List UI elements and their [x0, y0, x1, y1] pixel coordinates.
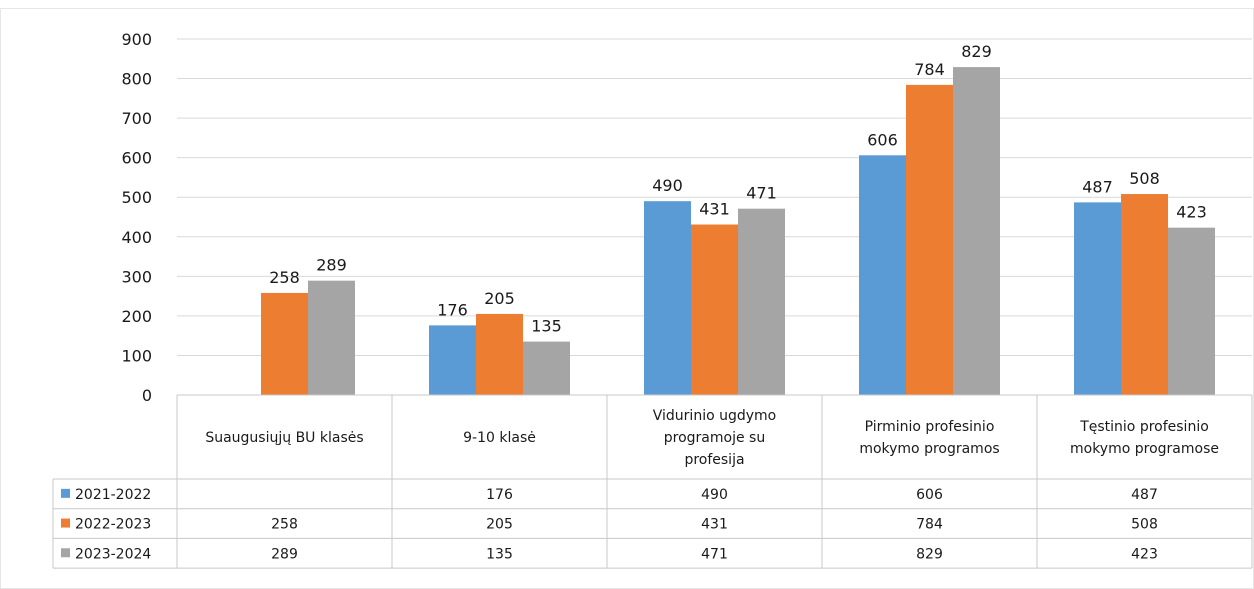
table-cell-2022-2023-4: 508 — [1131, 517, 1158, 533]
bar-2021-2022-1 — [429, 325, 476, 395]
bar-2023-2024-2 — [738, 208, 785, 395]
table-cell-2023-2024-1: 135 — [486, 546, 513, 562]
chart-border — [0, 8, 1254, 589]
bar-2023-2024-4 — [1168, 227, 1215, 395]
table-cell-2022-2023-1: 205 — [486, 517, 513, 533]
data-label-2023-2024-4: 423 — [1176, 203, 1207, 222]
legend-key-2022-2023 — [61, 518, 70, 528]
data-label-2022-2023-2: 431 — [699, 200, 730, 219]
table-cell-2022-2023-2: 431 — [701, 517, 728, 533]
table-cell-2021-2022-3: 606 — [916, 487, 943, 503]
data-label-2021-2022-1: 176 — [437, 300, 468, 319]
bar-2023-2024-3 — [953, 67, 1000, 395]
data-label-2022-2023-0: 258 — [269, 268, 300, 287]
category-label-2: Vidurinio ugdymo programoje su profesija — [653, 408, 776, 468]
table-cell-2021-2022-2: 490 — [701, 487, 728, 503]
legend-label-2021-2022: 2021-2022 — [75, 487, 151, 503]
data-label-2022-2023-3: 784 — [914, 60, 945, 79]
y-tick-0: 0 — [142, 386, 152, 405]
legend-label-2023-2024: 2023-2024 — [75, 546, 151, 562]
table-cell-2022-2023-0: 258 — [271, 517, 298, 533]
legend-label-2022-2023: 2022-2023 — [75, 517, 151, 533]
bar-2021-2022-4 — [1074, 202, 1121, 395]
table-cell-2023-2024-4: 423 — [1131, 546, 1158, 562]
y-tick-500: 500 — [121, 188, 152, 207]
bar-2022-2023-0 — [261, 292, 308, 395]
data-labels: 258 289 176 205 135 490 431 471 606 784 829 487 508 4… — [269, 42, 1207, 336]
y-tick-400: 400 — [121, 228, 152, 247]
legend-key-2023-2024 — [61, 548, 70, 558]
y-tick-800: 800 — [121, 70, 152, 89]
table-cell-2021-2022-4: 487 — [1131, 487, 1158, 503]
table-cell-2022-2023-3: 784 — [916, 517, 943, 533]
data-label-2023-2024-0: 289 — [316, 256, 347, 275]
y-tick-100: 100 — [121, 346, 152, 365]
data-label-2022-2023-1: 205 — [484, 289, 515, 308]
bar-2022-2023-4 — [1121, 194, 1168, 395]
bar-2022-2023-3 — [906, 84, 953, 395]
data-label-2023-2024-2: 471 — [746, 184, 777, 203]
data-label-2021-2022-3: 606 — [867, 130, 898, 149]
bar-2023-2024-0 — [308, 280, 355, 395]
y-tick-900: 900 — [121, 30, 152, 49]
bar-2021-2022-2 — [644, 201, 691, 395]
legend-key-2021-2022 — [61, 488, 70, 498]
data-label-2021-2022-4: 487 — [1082, 177, 1113, 196]
data-label-2021-2022-2: 490 — [652, 176, 683, 195]
category-label-0: Suaugusiųjų BU klasės — [205, 430, 363, 446]
data-label-2023-2024-1: 135 — [531, 317, 562, 336]
bar-2021-2022-3 — [859, 155, 906, 395]
table-cell-2021-2022-1: 176 — [486, 487, 513, 503]
y-axis-ticks: 0 100 200 300 400 500 600 700 800 900 — [121, 30, 152, 405]
bars — [261, 67, 1215, 395]
data-table: Suaugusiųjų BU klasės 9-10 klasė Vidurinio… — [52, 394, 1253, 569]
bar-2023-2024-1 — [523, 341, 570, 395]
bar-2022-2023-2 — [691, 224, 738, 395]
y-tick-200: 200 — [121, 307, 152, 326]
y-tick-700: 700 — [121, 109, 152, 128]
y-tick-600: 600 — [121, 149, 152, 168]
table-cell-2023-2024-3: 829 — [916, 546, 943, 562]
category-label-4: Tęstinio profesinio mokymo programose — [1070, 419, 1219, 457]
data-label-2022-2023-4: 508 — [1129, 169, 1160, 188]
table-cell-2023-2024-0: 289 — [271, 546, 298, 562]
data-label-2023-2024-3: 829 — [961, 42, 992, 61]
table-cell-2023-2024-2: 471 — [701, 546, 728, 562]
category-label-3: Pirminio profesinio mokymo programos — [859, 419, 999, 457]
category-label-1: 9-10 klasė — [463, 430, 536, 446]
y-tick-300: 300 — [121, 267, 152, 286]
bar-2022-2023-1 — [476, 313, 523, 395]
